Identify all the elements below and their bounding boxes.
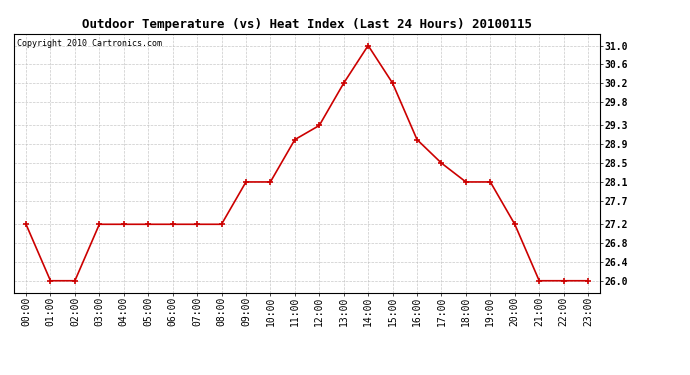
Title: Outdoor Temperature (vs) Heat Index (Last 24 Hours) 20100115: Outdoor Temperature (vs) Heat Index (Las… [82, 18, 532, 31]
Text: Copyright 2010 Cartronics.com: Copyright 2010 Cartronics.com [17, 39, 161, 48]
